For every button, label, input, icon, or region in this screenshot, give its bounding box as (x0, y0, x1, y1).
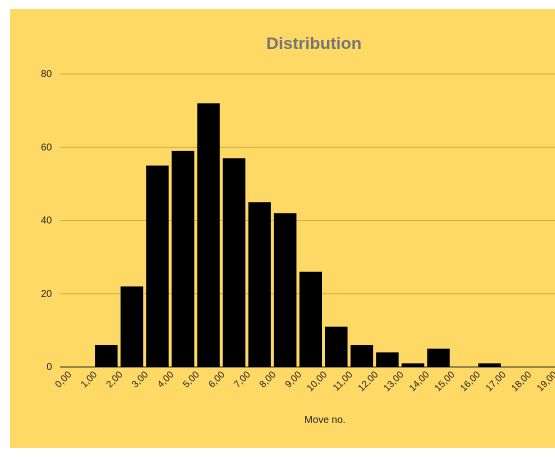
histogram-bar (427, 348, 450, 367)
histogram-bar (273, 213, 297, 367)
histogram-bar (146, 165, 169, 367)
histogram-bar (350, 345, 374, 367)
chart-title: Distribution (266, 34, 361, 53)
histogram-bar (222, 158, 246, 367)
y-axis-ticks: 0 20 40 60 80 (41, 69, 53, 373)
bars (95, 103, 501, 368)
chart-panel: Distribution 0 20 40 60 80 0,00 1,00 2,00 3,00 4… (10, 9, 555, 448)
histogram-bar (171, 150, 195, 367)
histogram-bar (248, 202, 271, 367)
histogram-bar (478, 363, 501, 367)
histogram-bar (325, 326, 348, 367)
y-tick-label: 80 (41, 69, 53, 80)
histogram-bar (120, 286, 144, 367)
histogram-bar (299, 271, 322, 367)
histogram-bar (95, 345, 118, 367)
y-tick-label: 40 (41, 216, 53, 227)
histogram-bar (376, 352, 399, 367)
y-tick-label: 20 (41, 289, 53, 300)
histogram-bar (401, 363, 425, 367)
histogram-bar (197, 103, 220, 368)
y-tick-label: 0 (46, 362, 52, 373)
y-tick-label: 60 (41, 142, 53, 153)
x-axis-label: Move no. (304, 415, 345, 426)
